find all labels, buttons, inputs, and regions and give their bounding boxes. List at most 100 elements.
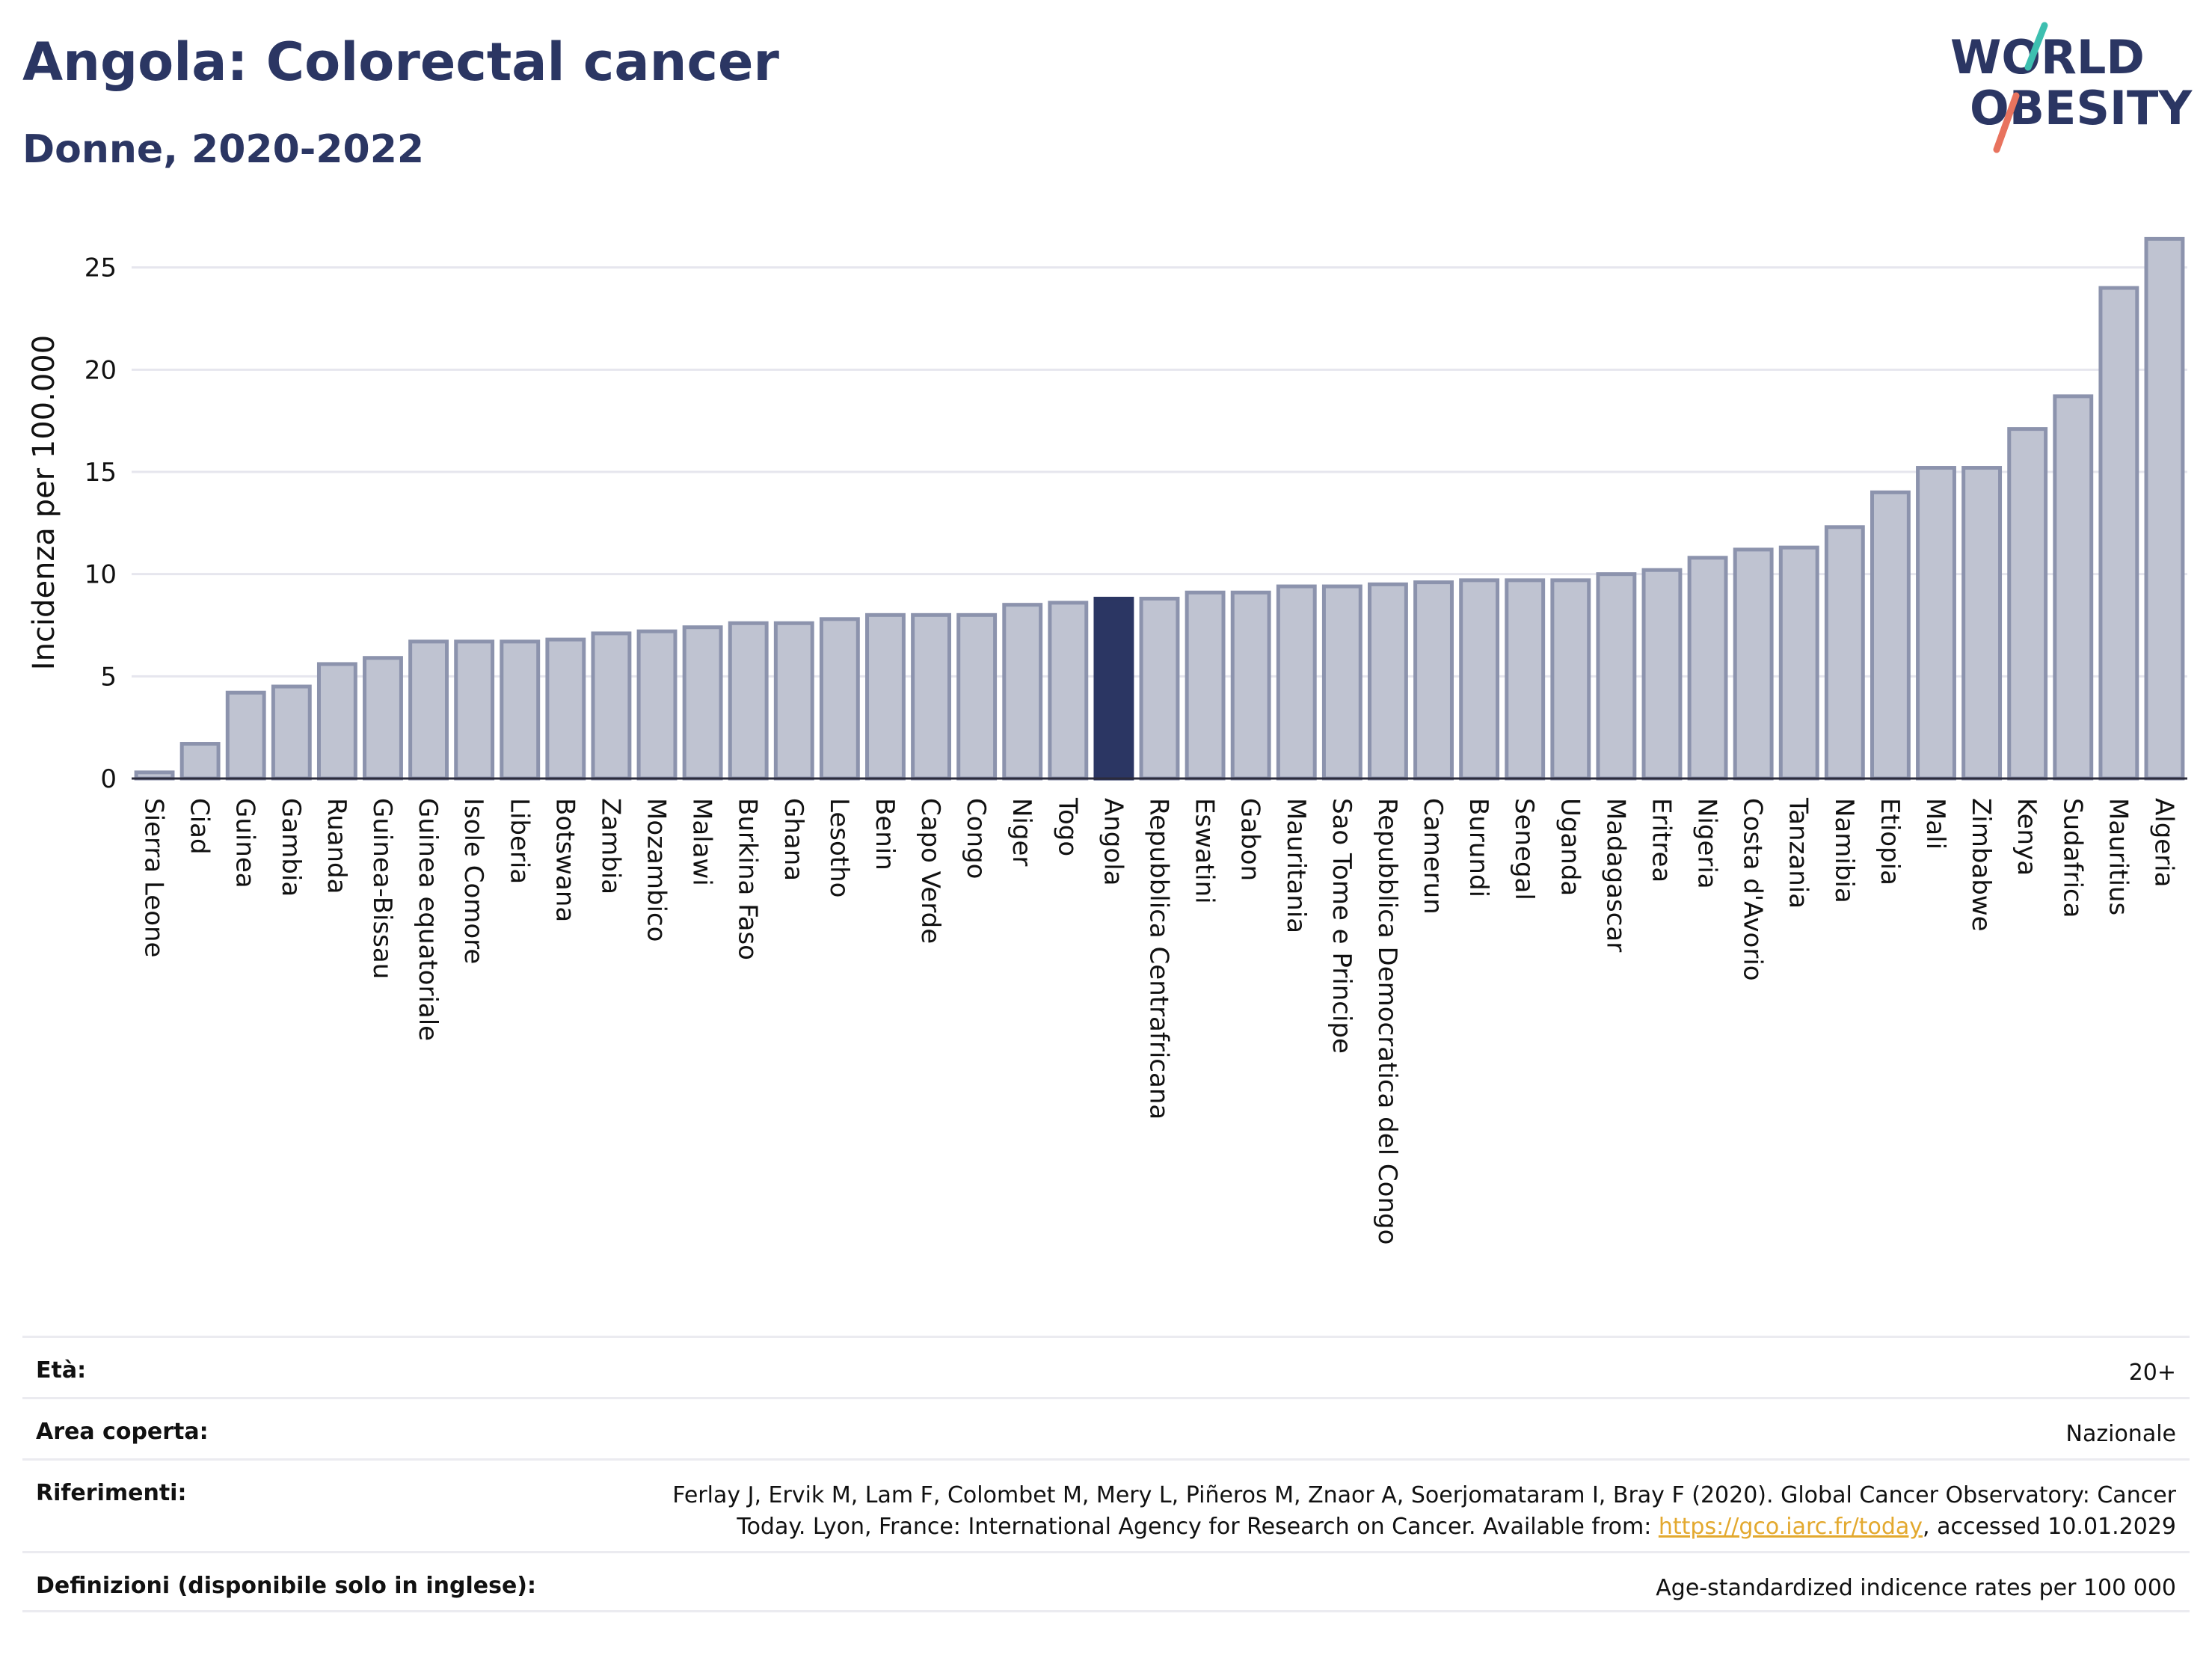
logo-slash-coral bbox=[1993, 92, 2020, 153]
meta-row-references: Riferimenti: Ferlay J, Ervik M, Lam F, C… bbox=[22, 1458, 2190, 1551]
definitions-label: Definizioni (disponibile solo in inglese… bbox=[36, 1573, 536, 1599]
x-tick-label: Zimbabwe bbox=[1966, 798, 1996, 932]
y-tick-label: 10 bbox=[85, 560, 117, 590]
bars bbox=[134, 236, 2185, 781]
bar-camerun bbox=[1413, 580, 1454, 781]
x-tick-label: Ciad bbox=[185, 798, 215, 855]
bar-eswatini bbox=[1185, 590, 1226, 781]
bar-namibia bbox=[1824, 525, 1865, 781]
chart-subtitle: Donne, 2020-2022 bbox=[22, 127, 425, 172]
bar-zambia bbox=[591, 631, 632, 781]
x-tick-label: Sudafrica bbox=[2057, 798, 2087, 918]
x-tick-label: Eritrea bbox=[1646, 798, 1676, 882]
bar-repubblica-centrafricana bbox=[1139, 596, 1180, 781]
bar-zimbabwe bbox=[1961, 466, 2003, 781]
bar-botswana bbox=[545, 637, 586, 781]
bar-nigeria bbox=[1687, 556, 1728, 781]
x-tick-label: Mozambico bbox=[642, 798, 672, 942]
meta-row-area: Area coperta: Nazionale bbox=[22, 1397, 2190, 1458]
y-tick-label: 25 bbox=[85, 254, 117, 283]
logo-text-world: WORLD bbox=[1950, 30, 2145, 85]
x-tick-label: Camerun bbox=[1418, 798, 1448, 915]
meta-row-age: Età: 20+ bbox=[22, 1336, 2190, 1397]
bar-ghana bbox=[773, 621, 814, 781]
x-tick-label: Burundi bbox=[1463, 798, 1493, 897]
x-tick-label: Gambia bbox=[276, 798, 306, 897]
logo-slash-teal bbox=[2024, 22, 2048, 71]
x-tick-label: Mauritania bbox=[1281, 798, 1311, 933]
age-value: 20+ bbox=[2128, 1360, 2176, 1386]
references-value: Ferlay J, Ervik M, Lam F, Colombet M, Me… bbox=[672, 1480, 2176, 1543]
chart-title: Angola: Colorectal cancer bbox=[22, 31, 779, 93]
x-tick-label: Eswatini bbox=[1190, 798, 1220, 904]
bar-gambia bbox=[271, 684, 312, 781]
bar-mauritania bbox=[1276, 584, 1317, 781]
age-label: Età: bbox=[36, 1357, 87, 1384]
x-tick-label: Namibia bbox=[1829, 798, 1859, 903]
x-tick-label: Guinea bbox=[230, 798, 260, 888]
bar-malawi bbox=[682, 625, 723, 781]
x-tick-label: Isole Comore bbox=[458, 798, 488, 964]
x-tick-label: Nigeria bbox=[1692, 798, 1722, 889]
meta-row-definitions: Definizioni (disponibile solo in inglese… bbox=[22, 1551, 2190, 1612]
bar-ciad bbox=[179, 742, 221, 781]
x-tick-label: Senegal bbox=[1509, 798, 1539, 900]
definitions-value: Age-standardized indicence rates per 100… bbox=[1656, 1575, 2176, 1601]
x-tick-label: Malawi bbox=[687, 798, 717, 886]
bar-mauritius bbox=[2098, 286, 2139, 781]
bar-tanzania bbox=[1778, 545, 1819, 781]
x-tick-label: Burkina Faso bbox=[733, 798, 763, 960]
bar-sao-tome-e-principe bbox=[1321, 584, 1362, 781]
y-tick-label: 0 bbox=[100, 764, 117, 794]
x-tick-label: Repubblica Centrafricana bbox=[1144, 798, 1174, 1120]
world-obesity-logo: WORLD OBESITY bbox=[1950, 22, 2193, 153]
y-tick-label: 5 bbox=[100, 662, 117, 692]
reference-link[interactable]: https://gco.iarc.fr/today bbox=[1658, 1514, 1923, 1540]
bar-congo bbox=[956, 612, 998, 781]
area-label: Area coperta: bbox=[36, 1419, 209, 1445]
reference-text-2: Today. Lyon, France: International Agenc… bbox=[737, 1514, 1652, 1540]
bar-uganda bbox=[1550, 578, 1591, 781]
x-tick-label: Kenya bbox=[2012, 798, 2042, 876]
x-tick-label: Mauritius bbox=[2103, 798, 2133, 915]
x-tick-label: Lesotho bbox=[824, 798, 854, 897]
bar-costa-d-avorio bbox=[1733, 547, 1774, 781]
y-tick-label: 15 bbox=[85, 458, 117, 488]
x-tick-label: Botswana bbox=[550, 798, 580, 922]
metadata-table: Età: 20+ Area coperta: Nazionale Riferim… bbox=[22, 1336, 2190, 1612]
bar-eritrea bbox=[1641, 568, 1683, 781]
bar-liberia bbox=[500, 639, 541, 781]
x-tick-label: Niger bbox=[1007, 798, 1036, 866]
x-tick-label: Liberia bbox=[504, 798, 534, 884]
bar-burkina-faso bbox=[728, 621, 769, 781]
x-tick-label: Zambia bbox=[595, 798, 625, 894]
category-labels: Sierra Leone Ciad Guinea Gambia Ruanda Guinea… bbox=[139, 797, 2179, 1244]
bar-angola bbox=[1093, 596, 1134, 781]
bar-guinea bbox=[225, 690, 266, 781]
bar-lesotho bbox=[819, 617, 860, 781]
bar-isole-comore bbox=[454, 639, 495, 781]
bar-sudafrica bbox=[2053, 394, 2094, 781]
x-tick-label: Costa d'Avorio bbox=[1738, 798, 1768, 981]
bar-etiopia bbox=[1870, 490, 1911, 781]
x-tick-label: Repubblica Democratica del Congo bbox=[1372, 798, 1402, 1244]
bar-chart: 0 5 10 15 20 25 Sierra Leone Ciad Guinea Gambia R… bbox=[27, 236, 2187, 1244]
x-tick-label: Angola bbox=[1098, 798, 1128, 885]
y-tick-label: 20 bbox=[85, 355, 117, 385]
bar-repubblica-democratica-del-congo bbox=[1368, 582, 1408, 781]
x-tick-label: Sierra Leone bbox=[139, 798, 169, 957]
x-tick-label: Uganda bbox=[1555, 798, 1585, 896]
x-tick-label: Madagascar bbox=[1600, 798, 1630, 952]
references-label: Riferimenti: bbox=[36, 1480, 187, 1506]
bar-kenya bbox=[2007, 427, 2048, 781]
area-value: Nazionale bbox=[2065, 1421, 2176, 1447]
x-tick-label: Togo bbox=[1052, 797, 1082, 856]
x-tick-label: Tanzania bbox=[1784, 797, 1813, 909]
x-tick-label: Mali bbox=[1920, 798, 1950, 850]
x-tick-label: Capo Verde bbox=[915, 798, 945, 944]
x-tick-label: Etiopia bbox=[1875, 798, 1905, 885]
bar-capo-verde bbox=[911, 612, 951, 781]
x-tick-label: Sao Tome e Principe bbox=[1327, 798, 1357, 1054]
y-axis-title: Incidenza per 100.000 bbox=[27, 335, 61, 670]
bar-benin bbox=[865, 612, 906, 781]
